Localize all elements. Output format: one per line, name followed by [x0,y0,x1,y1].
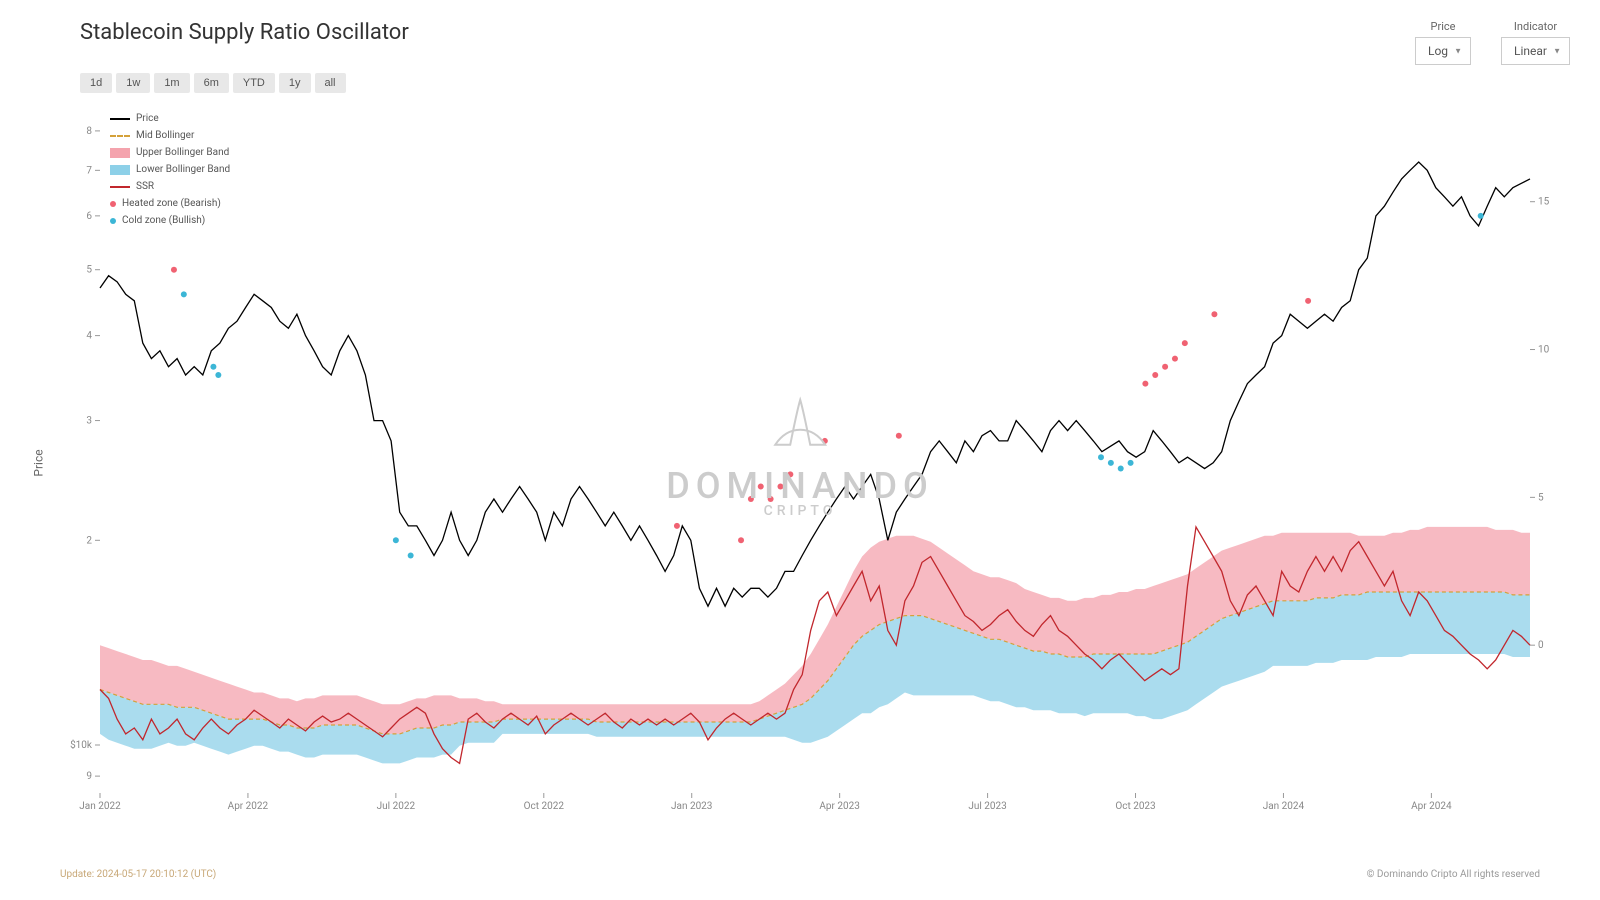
legend-item: Mid Bollinger [110,130,230,141]
range-btn-6m[interactable]: 6m [194,73,229,93]
svg-text:Apr 2024: Apr 2024 [1411,801,1452,812]
svg-text:6: 6 [86,211,92,222]
range-btn-1d[interactable]: 1d [80,73,112,93]
copyright: © Dominando Cripto All rights reserved [1367,869,1540,880]
svg-text:Jul 2022: Jul 2022 [377,801,416,812]
svg-text:2: 2 [86,535,92,546]
svg-text:Oct 2022: Oct 2022 [524,801,565,812]
svg-text:Apr 2023: Apr 2023 [819,801,860,812]
chart-legend: Price Mid Bollinger Upper Bollinger Band Lo… [110,113,230,232]
svg-text:15: 15 [1538,197,1550,208]
legend-item: Cold zone (Bullish) [110,215,230,226]
svg-text:$10k: $10k [70,738,93,751]
svg-text:Oct 2023: Oct 2023 [1115,801,1155,812]
svg-text:5: 5 [1538,492,1544,503]
chart-plot: 9 $10k 2 3 4 5 6 7 8 0 5 10 15 Jan 2022 Apr 2022 Jul 20… [30,103,1570,823]
svg-text:3: 3 [86,416,92,427]
y-axis-label: Price [32,449,46,476]
svg-text:Apr 2022: Apr 2022 [228,801,269,812]
chart-title: Stablecoin Supply Ratio Oscillator [80,20,409,45]
svg-text:Jan 2024: Jan 2024 [1263,801,1305,812]
svg-text:5: 5 [86,265,92,276]
svg-text:Jan 2022: Jan 2022 [79,801,121,812]
svg-text:7: 7 [86,165,92,176]
range-btn-1w[interactable]: 1w [116,73,150,93]
svg-text:0: 0 [1538,640,1544,651]
svg-text:9: 9 [86,771,92,782]
price-dropdown-label: Price [1431,20,1456,33]
legend-item: Lower Bollinger Band [110,164,230,175]
svg-text:10: 10 [1538,345,1550,356]
range-button-group: 1d1w1m6mYTD1yall [80,73,1570,93]
svg-text:Jan 2023: Jan 2023 [671,801,712,812]
range-btn-YTD[interactable]: YTD [233,73,275,93]
legend-item: SSR [110,181,230,192]
indicator-dropdown-label: Indicator [1514,20,1557,33]
svg-text:4: 4 [86,331,92,342]
svg-text:8: 8 [86,126,92,137]
range-btn-1y[interactable]: 1y [279,73,311,93]
range-btn-all[interactable]: all [315,73,346,93]
svg-text:Jul 2023: Jul 2023 [968,801,1006,812]
legend-item: Heated zone (Bearish) [110,198,230,209]
legend-item: Upper Bollinger Band [110,147,230,158]
range-btn-1m[interactable]: 1m [154,73,189,93]
update-timestamp: Update: 2024-05-17 20:10:12 (UTC) [60,869,216,880]
indicator-dropdown[interactable]: Linear [1501,37,1570,65]
legend-item: Price [110,113,230,124]
price-dropdown[interactable]: Log [1415,37,1471,65]
